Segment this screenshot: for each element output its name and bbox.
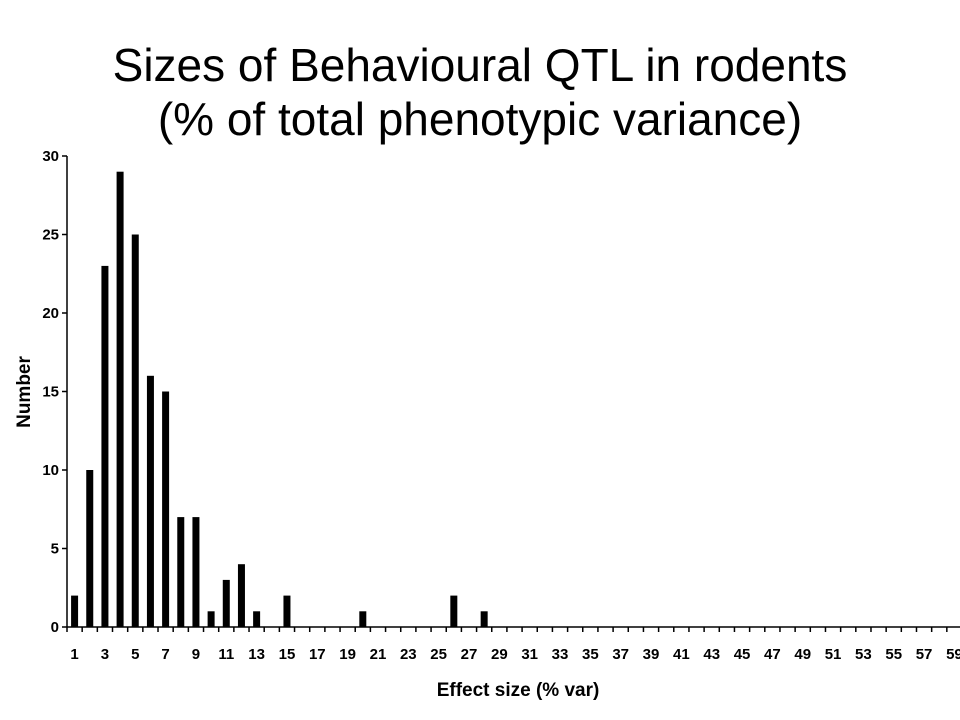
x-tick-label: 3 [101,646,109,663]
y-tick-label: 30 [42,148,59,165]
y-axis-title: Number [14,356,35,428]
x-tick-label: 49 [794,646,811,663]
x-tick-label: 45 [734,646,751,663]
y-tick-label: 5 [51,541,59,558]
x-tick-label: 25 [430,646,447,663]
x-tick-label: 39 [643,646,660,663]
bar [207,611,215,627]
x-tick-label: 29 [491,646,508,663]
bar [480,611,488,627]
x-tick-label: 59 [946,646,960,663]
x-tick-label: 23 [400,646,417,663]
bar [101,265,109,627]
chart-title-line-2: (% of total phenotypic variance) [157,93,803,145]
bar [71,595,79,627]
x-tick-label: 19 [339,646,356,663]
bar [283,595,291,627]
x-tick-label: 17 [309,646,326,663]
bar [450,595,458,627]
x-tick-label: 41 [673,646,690,663]
x-tick-label: 27 [461,646,478,663]
bar [86,470,94,627]
x-tick-label: 5 [131,646,139,663]
x-tick-label: 9 [192,646,200,663]
y-tick-label: 15 [42,384,59,401]
x-tick-label: 53 [855,646,872,663]
bar [162,391,170,627]
bars [71,171,488,627]
x-tick-label: 33 [552,646,569,663]
bar [359,611,367,627]
x-tick-label: 15 [279,646,296,663]
x-tick-label: 21 [370,646,387,663]
x-tick-label: 31 [521,646,538,663]
x-tick-label: 47 [764,646,781,663]
x-tick-label: 55 [885,646,902,663]
y-tick-label: 0 [51,619,59,636]
bar [222,579,230,627]
x-axis: 1 3 5 7 9 11 13 15 17 19 21 23 25 27 29 31 33 35 37 39 41 43 4… [66,626,960,663]
x-tick-label: 43 [703,646,720,663]
bar [237,564,245,627]
x-tick-label: 57 [916,646,933,663]
bar [131,234,139,627]
x-tick-label: 35 [582,646,599,663]
bar [146,375,154,627]
y-axis: 0 5 10 15 20 25 30 [42,148,68,636]
bar [253,611,261,627]
bar [177,517,185,627]
x-tick-label: 11 [218,646,234,663]
y-tick-label: 10 [42,462,59,479]
x-tick-label: 7 [161,646,169,663]
x-tick-label: 37 [612,646,629,663]
chart-title-line-1: Sizes of Behavioural QTL in rodents [112,39,848,91]
bar [116,171,124,627]
x-tick-label: 51 [825,646,842,663]
bar [192,517,200,627]
x-axis-title: Effect size (% var) [437,680,600,701]
x-tick-label: 1 [70,646,78,663]
y-tick-label: 25 [42,227,59,244]
chart-title: Sizes of Behavioural QTL in rodents (% o… [0,38,960,146]
y-tick-label: 20 [42,305,59,322]
x-tick-label: 13 [248,646,265,663]
